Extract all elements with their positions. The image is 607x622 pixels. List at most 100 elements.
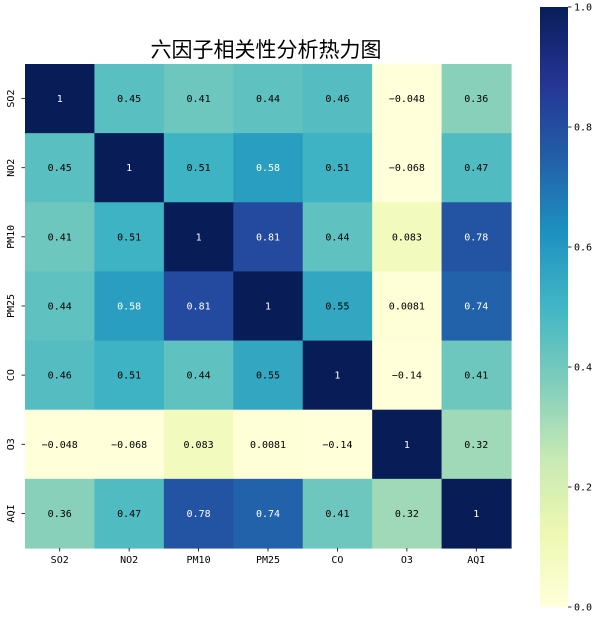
cell-label-CO-AQI: 0.41 xyxy=(464,371,488,382)
cell-label-PM25-SO2: 0.44 xyxy=(48,301,72,312)
colorbar-gradient xyxy=(540,7,568,607)
heatmap-cell-O3-CO xyxy=(302,409,373,480)
heatmap-cell-CO-PM10 xyxy=(163,340,234,411)
heatmap-cell-AQI-PM10 xyxy=(163,478,234,549)
heatmap-cell-NO2-AQI xyxy=(441,133,512,203)
heatmap-cell-NO2-O3 xyxy=(372,133,443,203)
heatmap-cell-NO2-PM10 xyxy=(163,133,234,203)
cell-label-NO2-PM25: 0.58 xyxy=(256,163,280,174)
colorbar-tick-label-0: 0.0 xyxy=(574,603,592,614)
y-tick-label-NO2: NO2 xyxy=(6,159,17,177)
cell-label-SO2-AQI: 0.36 xyxy=(464,94,488,105)
heatmap-cell-AQI-PM25 xyxy=(233,478,304,549)
heatmap-cell-CO-NO2 xyxy=(94,340,165,411)
cell-label-PM25-O3: 0.0081 xyxy=(389,301,425,312)
cell-label-NO2-O3: −0.068 xyxy=(389,163,425,174)
heatmap-cell-NO2-PM25 xyxy=(233,133,304,203)
cell-label-SO2-SO2: 1 xyxy=(57,94,63,105)
heatmap-cell-PM10-PM25 xyxy=(233,202,304,273)
heatmap-cell-SO2-SO2 xyxy=(25,64,96,134)
cell-label-AQI-PM10: 0.78 xyxy=(187,509,211,520)
heatmap-cell-PM10-SO2 xyxy=(25,202,96,273)
cell-annotations: 1 0.45 0.41 0.44 0.46 −0.048 0.36 0.45 1 0.51 0.58… xyxy=(42,94,489,520)
cell-label-PM10-PM25: 0.81 xyxy=(256,232,280,243)
cell-label-SO2-CO: 0.46 xyxy=(325,94,349,105)
cell-label-SO2-PM10: 0.41 xyxy=(187,94,211,105)
cell-label-O3-NO2: −0.068 xyxy=(111,440,147,451)
heatmap-cell-SO2-PM25 xyxy=(233,64,304,134)
cell-label-O3-CO: −0.14 xyxy=(322,440,352,451)
cell-label-AQI-CO: 0.41 xyxy=(325,509,349,520)
heatmap-cell-PM25-PM25 xyxy=(233,271,304,342)
heatmap-cell-AQI-O3 xyxy=(372,478,443,549)
cell-label-PM25-PM25: 1 xyxy=(265,301,271,312)
heatmap-cell-PM25-O3 xyxy=(372,271,443,342)
heatmap-cell-CO-CO xyxy=(302,340,373,411)
heatmap-cell-PM25-AQI xyxy=(441,271,512,342)
heatmap-cell-SO2-AQI xyxy=(441,64,512,134)
x-tick-label-PM10: PM10 xyxy=(187,555,211,566)
cell-label-O3-AQI: 0.32 xyxy=(464,440,488,451)
chart-title: 六因子相关性分析热力图 xyxy=(151,38,382,62)
y-tick-label-PM10: PM10 xyxy=(6,225,17,249)
x-tick-label-PM25: PM25 xyxy=(256,555,280,566)
cell-label-AQI-AQI: 1 xyxy=(473,509,479,520)
cell-label-PM25-AQI: 0.74 xyxy=(464,301,488,312)
cell-label-NO2-CO: 0.51 xyxy=(325,163,349,174)
heatmap-cell-O3-NO2 xyxy=(94,409,165,480)
heatmap-cell-PM10-AQI xyxy=(441,202,512,273)
cell-label-CO-O3: −0.14 xyxy=(392,371,422,382)
x-tick-label-AQI: AQI xyxy=(467,555,485,566)
colorbar-ticks: 0.0 0.2 0.4 0.6 0.8 1.0 xyxy=(568,3,592,614)
heatmap-cell-AQI-CO xyxy=(302,478,373,549)
heatmap-cell-O3-AQI xyxy=(441,409,512,480)
cell-label-AQI-PM25: 0.74 xyxy=(256,509,280,520)
cell-label-O3-PM10: 0.083 xyxy=(184,440,214,451)
heatmap-cell-PM10-CO xyxy=(302,202,373,273)
heatmap-cell-PM25-SO2 xyxy=(25,271,96,342)
y-axis-ticks: SO2 NO2 PM10 PM25 CO O3 AQI xyxy=(6,90,25,522)
heatmap-cell-AQI-SO2 xyxy=(25,478,96,549)
heatmap-cell-CO-AQI xyxy=(441,340,512,411)
heatmap-cell-AQI-AQI xyxy=(441,478,512,549)
cell-label-PM25-PM10: 0.81 xyxy=(187,301,211,312)
cell-label-CO-NO2: 0.51 xyxy=(117,371,141,382)
heatmap-cell-O3-O3 xyxy=(372,409,443,480)
x-tick-label-O3: O3 xyxy=(401,555,413,566)
heatmap-cell-PM25-NO2 xyxy=(94,271,165,342)
cell-label-NO2-NO2: 1 xyxy=(126,163,132,174)
cell-label-SO2-O3: −0.048 xyxy=(389,94,425,105)
heatmap-cell-O3-PM10 xyxy=(163,409,234,480)
cell-label-CO-PM25: 0.55 xyxy=(256,371,280,382)
heatmap-cells xyxy=(25,64,512,549)
x-axis-ticks: SO2 NO2 PM10 PM25 CO O3 AQI xyxy=(51,547,485,566)
colorbar-tick-label-4: 0.8 xyxy=(574,123,592,134)
colorbar-tick-label-3: 0.6 xyxy=(574,243,592,254)
heatmap-cell-PM25-CO xyxy=(302,271,373,342)
heatmap-cell-AQI-NO2 xyxy=(94,478,165,549)
heatmap-cell-SO2-NO2 xyxy=(94,64,165,134)
cell-label-AQI-SO2: 0.36 xyxy=(48,509,72,520)
cell-label-AQI-NO2: 0.47 xyxy=(117,509,141,520)
y-tick-label-SO2: SO2 xyxy=(6,90,17,108)
heatmap-cell-NO2-CO xyxy=(302,133,373,203)
cell-label-O3-SO2: −0.048 xyxy=(42,440,78,451)
cell-label-PM25-CO: 0.55 xyxy=(325,301,349,312)
cell-label-PM10-AQI: 0.78 xyxy=(464,232,488,243)
heatmap-cell-SO2-O3 xyxy=(372,64,443,134)
cell-label-O3-PM25: 0.0081 xyxy=(250,440,286,451)
heatmap-cell-PM10-NO2 xyxy=(94,202,165,273)
cell-label-AQI-O3: 0.32 xyxy=(395,509,419,520)
heatmap-cell-O3-PM25 xyxy=(233,409,304,480)
x-tick-label-CO: CO xyxy=(331,555,343,566)
cell-label-PM10-PM10: 1 xyxy=(196,232,202,243)
y-tick-label-O3: O3 xyxy=(6,438,17,450)
heatmap-cell-PM10-PM10 xyxy=(163,202,234,273)
cell-label-O3-O3: 1 xyxy=(404,440,410,451)
heatmap-cell-SO2-PM10 xyxy=(163,64,234,134)
cell-label-NO2-SO2: 0.45 xyxy=(48,163,72,174)
cell-label-CO-PM10: 0.44 xyxy=(187,371,211,382)
cell-label-SO2-NO2: 0.45 xyxy=(117,94,141,105)
x-tick-label-NO2: NO2 xyxy=(120,555,138,566)
